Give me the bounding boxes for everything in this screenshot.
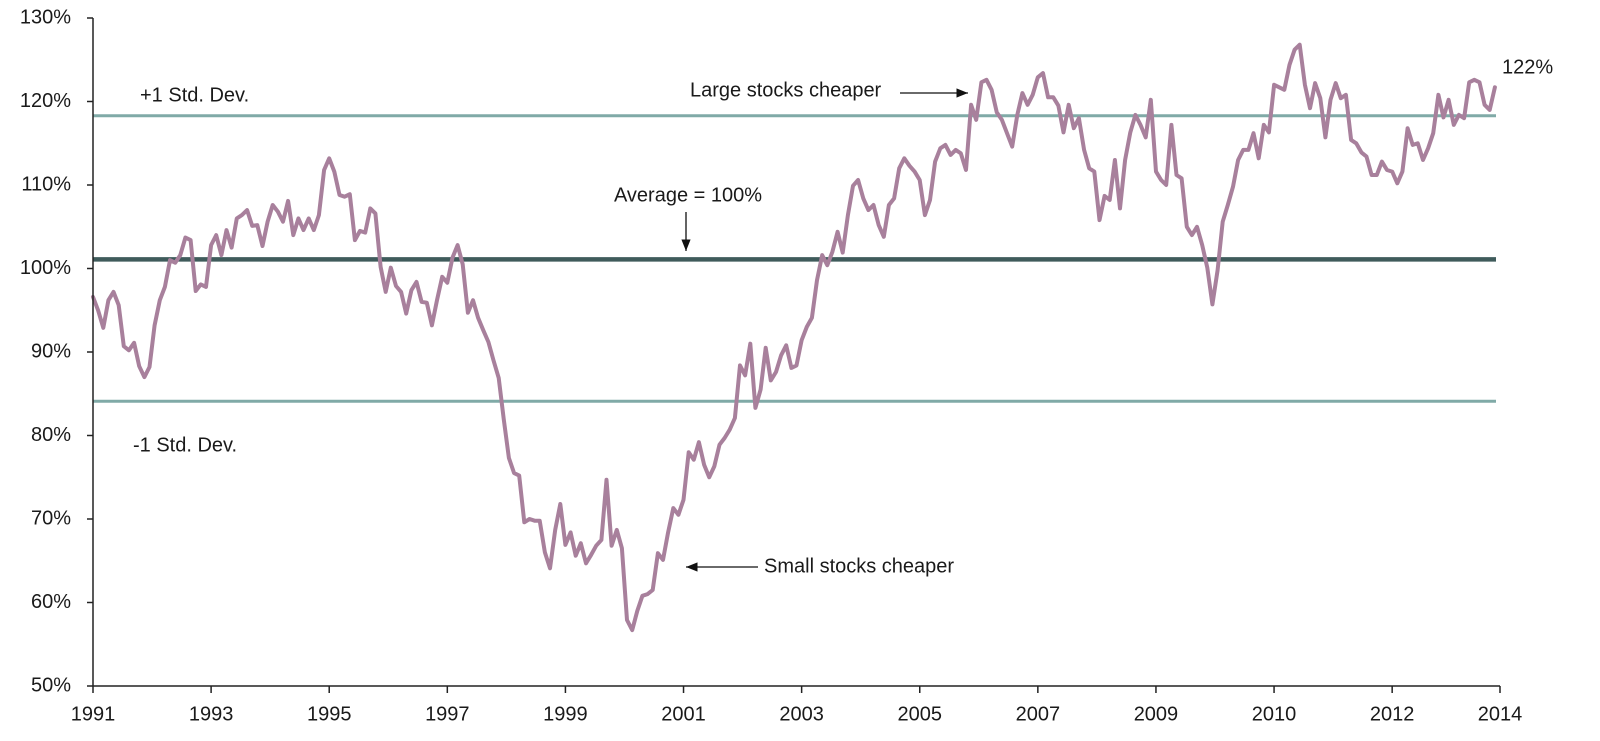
y-tick-label: 130% — [20, 6, 71, 28]
annotation: Small stocks cheaper — [764, 555, 954, 577]
x-tick-label: 2003 — [779, 703, 824, 725]
y-tick-label: 120% — [20, 90, 71, 112]
y-tick-label: 110% — [21, 173, 71, 195]
y-tick-label: 70% — [31, 507, 71, 529]
x-tick-label: 2014 — [1478, 703, 1523, 725]
y-tick-label: 80% — [31, 424, 71, 446]
x-tick-label: 1999 — [543, 703, 588, 725]
x-tick-label: 2007 — [1016, 703, 1061, 725]
ref-label: Average = 100% — [614, 184, 762, 206]
ref-label: +1 Std. Dev. — [140, 84, 249, 106]
reference-lines — [93, 114, 1496, 403]
ref-label: -1 Std. Dev. — [133, 434, 237, 456]
x-tick-label: 1991 — [71, 703, 116, 725]
x-tick-label: 2001 — [661, 703, 706, 725]
end-value-label: 122% — [1502, 56, 1553, 78]
y-tick-label: 50% — [31, 674, 71, 696]
y-tick-label: 100% — [20, 257, 71, 279]
x-tick-label: 2010 — [1252, 703, 1297, 725]
x-tick-label: 2009 — [1134, 703, 1179, 725]
y-tick-label: 60% — [31, 591, 71, 613]
x-tick-label: 1993 — [189, 703, 234, 725]
annotation: Large stocks cheaper — [690, 79, 882, 101]
x-tick-label: 2005 — [897, 703, 942, 725]
plot — [91, 42, 1497, 633]
x-tick-label: 2012 — [1370, 703, 1415, 725]
x-tick-label: 1995 — [307, 703, 352, 725]
data-line — [91, 42, 1497, 633]
y-tick-label: 90% — [31, 340, 71, 362]
x-tick-label: 1997 — [425, 703, 470, 725]
